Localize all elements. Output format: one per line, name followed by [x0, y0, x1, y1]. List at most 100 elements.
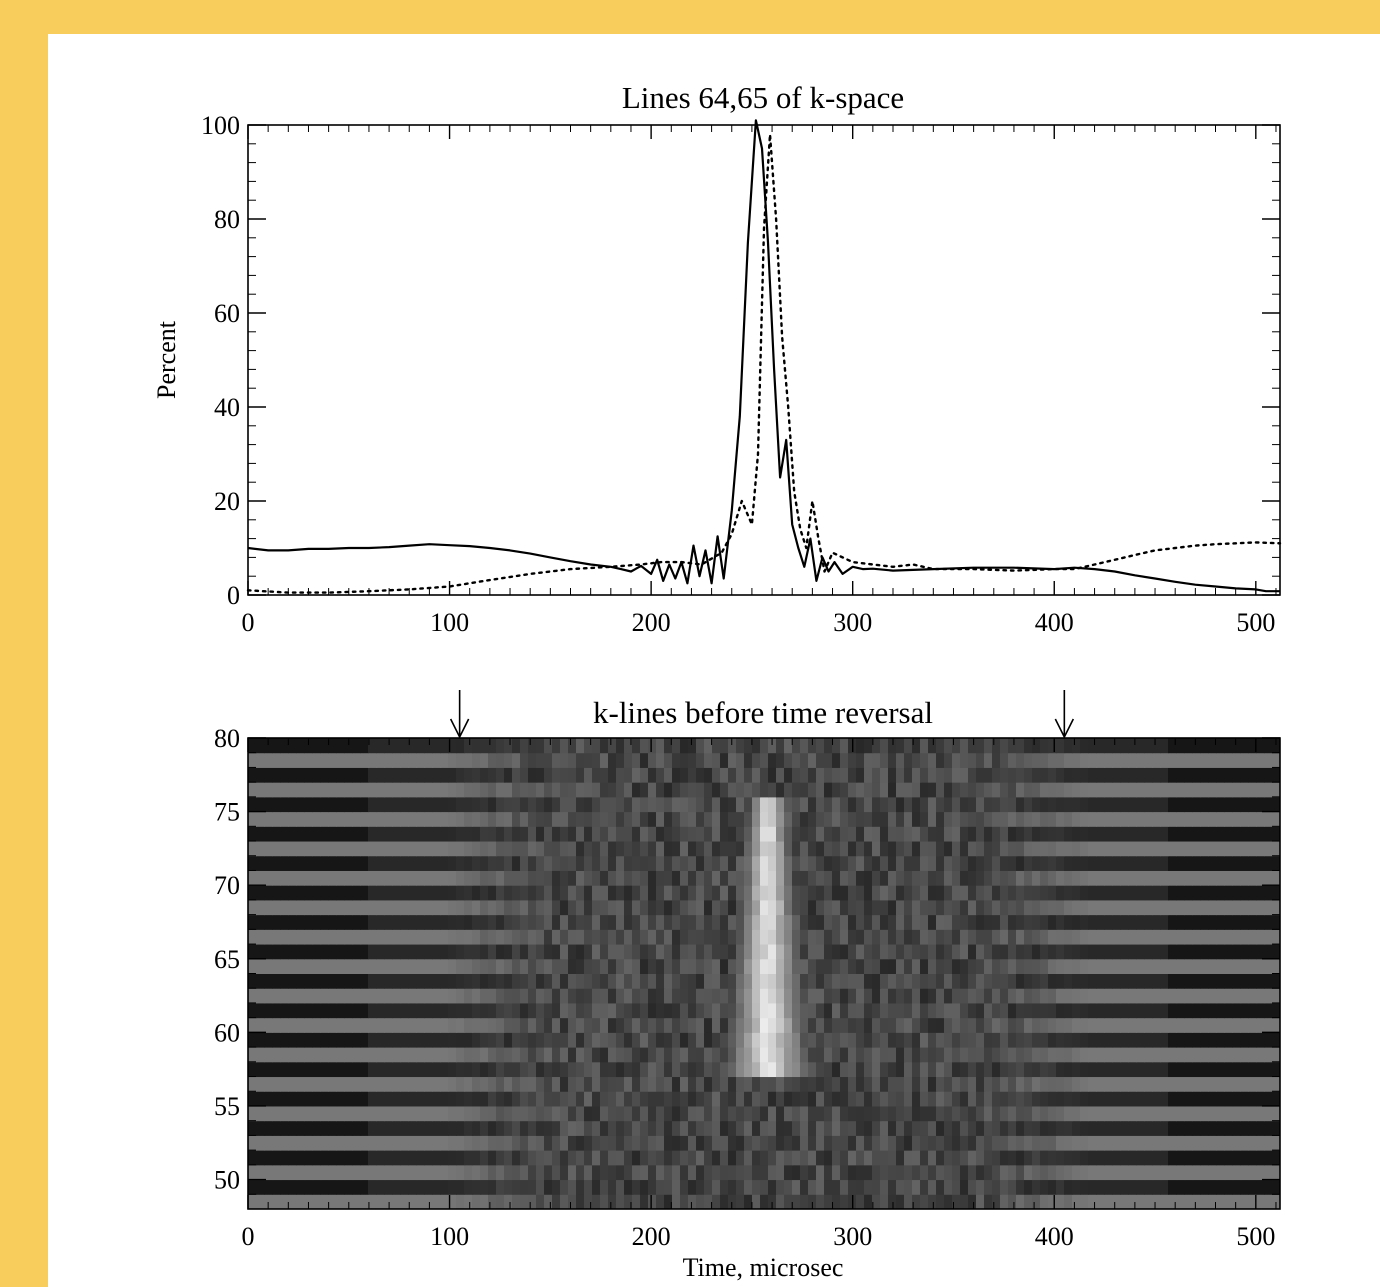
heatmap-cell [448, 944, 457, 960]
heatmap-cell [384, 1017, 393, 1033]
heatmap-cell [384, 1164, 393, 1181]
heatmap-cell [992, 782, 1001, 798]
heatmap-cell [872, 1164, 881, 1181]
heatmap-cell [464, 1194, 473, 1210]
heatmap-cell [712, 914, 721, 930]
heatmap-cell [512, 767, 521, 783]
heatmap-cell [568, 885, 577, 901]
heatmap-cell [832, 1120, 841, 1136]
heatmap-cell [680, 958, 689, 974]
heatmap-cell [344, 870, 353, 886]
heatmap-cell [640, 1032, 649, 1048]
heatmap-cell [416, 973, 425, 989]
heatmap-cell [1200, 767, 1209, 783]
heatmap-cell [1096, 914, 1105, 930]
heatmap-cell [616, 870, 625, 886]
heatmap-cell [928, 752, 937, 768]
heatmap-cell [832, 914, 841, 930]
heatmap-cell [448, 752, 457, 768]
heatmap-cell [872, 841, 881, 857]
heatmap-cell [368, 944, 377, 960]
heatmap-cell [936, 988, 945, 1004]
heatmap-cell [1192, 796, 1201, 813]
heatmap-cell [816, 811, 825, 827]
heatmap-cell [544, 929, 553, 945]
heatmap-cell [328, 1017, 337, 1033]
heatmap-cell [1264, 1194, 1273, 1210]
heatmap-cell [704, 870, 713, 886]
heatmap-cell [368, 782, 377, 798]
heatmap-cell [256, 885, 265, 901]
heatmap-cell [1232, 929, 1241, 945]
heatmap-cell [808, 1032, 817, 1048]
heatmap-cell [528, 899, 537, 916]
heatmap-cell [1096, 1047, 1105, 1063]
heatmap-cell [392, 1032, 401, 1048]
heatmap-cell [1184, 988, 1193, 1004]
heatmap-cell [600, 1047, 609, 1063]
heatmap-cell [1184, 738, 1193, 754]
heatmap-cell [680, 841, 689, 857]
heatmap-cell [568, 1150, 577, 1166]
heatmap-cell [408, 1150, 417, 1166]
heatmap-cell [1168, 1164, 1177, 1181]
heatmap-cell [560, 767, 569, 783]
heatmap-cell [1000, 944, 1009, 960]
heatmap-cell [400, 1150, 409, 1166]
heatmap-cell [888, 1002, 897, 1019]
heatmap-cell [720, 1194, 729, 1210]
heatmap-cell [856, 767, 865, 783]
heatmap-cell [1024, 1017, 1033, 1033]
heatmap-cell [1048, 944, 1057, 960]
heatmap-cell [768, 914, 777, 930]
heatmap-cell [688, 914, 697, 930]
heatmap-cell [640, 841, 649, 857]
frame-left-border [0, 0, 48, 1287]
heatmap-cell [648, 811, 657, 827]
heatmap-cell [1176, 811, 1185, 827]
heatmap-cell [640, 1076, 649, 1092]
heatmap-cell [368, 855, 377, 871]
line-plot-xtick-label: 400 [1035, 608, 1074, 637]
heatmap-cell [688, 752, 697, 768]
heatmap-cell [872, 782, 881, 798]
heatmap-cell [672, 1135, 681, 1151]
heatmap-cell [416, 988, 425, 1004]
heatmap-cell [296, 929, 305, 945]
heatmap-cell [1168, 1105, 1177, 1122]
heatmap-cell [312, 944, 321, 960]
heatmap-cell [776, 1164, 785, 1181]
heatmap-cell [784, 1076, 793, 1092]
heatmap-cell [984, 1017, 993, 1033]
heatmap-cell [648, 973, 657, 989]
heatmap-cell [568, 855, 577, 871]
heatmap-cell [1104, 929, 1113, 945]
heatmap-cell [248, 929, 257, 945]
heatmap-cell [416, 885, 425, 901]
heatmap-cell [1064, 899, 1073, 916]
heatmap-cell [696, 796, 705, 813]
heatmap-cell [816, 1076, 825, 1092]
heatmap-cell [1216, 944, 1225, 960]
heatmap-cell [1176, 1164, 1185, 1181]
heatmap-cell [824, 767, 833, 783]
heatmap-cell [304, 782, 313, 798]
heatmap-cell [592, 796, 601, 813]
heatmap-cell [520, 1002, 529, 1019]
heatmap-cell [712, 1164, 721, 1181]
heatmap-cell [1000, 988, 1009, 1004]
heatmap-cell [408, 1135, 417, 1151]
heatmap-cell [464, 1135, 473, 1151]
heatmap-cell [360, 826, 369, 842]
heatmap-cell [920, 752, 929, 768]
heatmap-cell [688, 1135, 697, 1151]
heatmap-cell [1192, 811, 1201, 827]
heatmap-cell [840, 973, 849, 989]
heatmap-cell [504, 1061, 513, 1078]
heatmap-cell [704, 1002, 713, 1019]
heatmap-cell [872, 973, 881, 989]
heatmap-cell [608, 1105, 617, 1122]
heatmap-cell [696, 826, 705, 842]
heatmap-cell [616, 1061, 625, 1078]
heatmap-cell [616, 958, 625, 974]
